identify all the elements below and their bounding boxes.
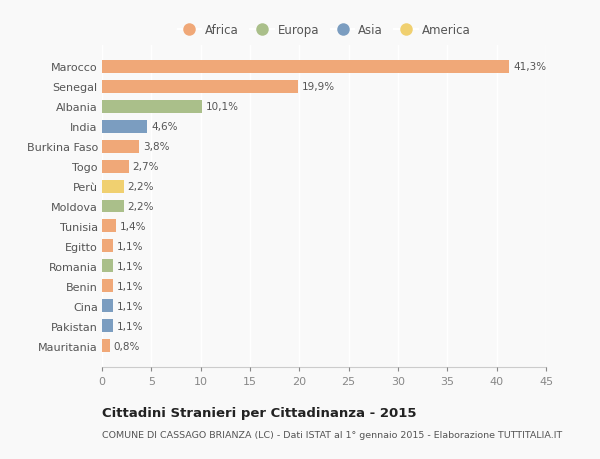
Text: 41,3%: 41,3%: [514, 62, 547, 72]
Legend: Africa, Europa, Asia, America: Africa, Europa, Asia, America: [173, 20, 475, 42]
Text: 1,1%: 1,1%: [117, 241, 143, 252]
Bar: [102, 120, 148, 133]
Bar: [102, 101, 202, 113]
Text: 2,7%: 2,7%: [133, 162, 159, 172]
Bar: [102, 340, 110, 353]
Bar: [102, 220, 116, 233]
Text: 1,1%: 1,1%: [117, 321, 143, 331]
Text: COMUNE DI CASSAGO BRIANZA (LC) - Dati ISTAT al 1° gennaio 2015 - Elaborazione TU: COMUNE DI CASSAGO BRIANZA (LC) - Dati IS…: [102, 431, 562, 440]
Bar: [102, 200, 124, 213]
Text: 1,1%: 1,1%: [117, 261, 143, 271]
Bar: [102, 300, 113, 313]
Bar: [102, 240, 113, 253]
Text: 3,8%: 3,8%: [143, 142, 170, 152]
Text: 1,1%: 1,1%: [117, 301, 143, 311]
Text: 1,1%: 1,1%: [117, 281, 143, 291]
Bar: [102, 180, 124, 193]
Bar: [102, 160, 128, 173]
Bar: [102, 260, 113, 273]
Text: 2,2%: 2,2%: [128, 202, 154, 212]
Text: Cittadini Stranieri per Cittadinanza - 2015: Cittadini Stranieri per Cittadinanza - 2…: [102, 406, 416, 419]
Bar: [102, 320, 113, 333]
Bar: [102, 80, 298, 93]
Text: 10,1%: 10,1%: [206, 102, 239, 112]
Text: 1,4%: 1,4%: [120, 222, 146, 231]
Text: 0,8%: 0,8%: [114, 341, 140, 351]
Text: 2,2%: 2,2%: [128, 182, 154, 191]
Bar: [102, 140, 139, 153]
Bar: [102, 280, 113, 293]
Bar: [102, 61, 509, 73]
Text: 19,9%: 19,9%: [302, 82, 335, 92]
Text: 4,6%: 4,6%: [151, 122, 178, 132]
